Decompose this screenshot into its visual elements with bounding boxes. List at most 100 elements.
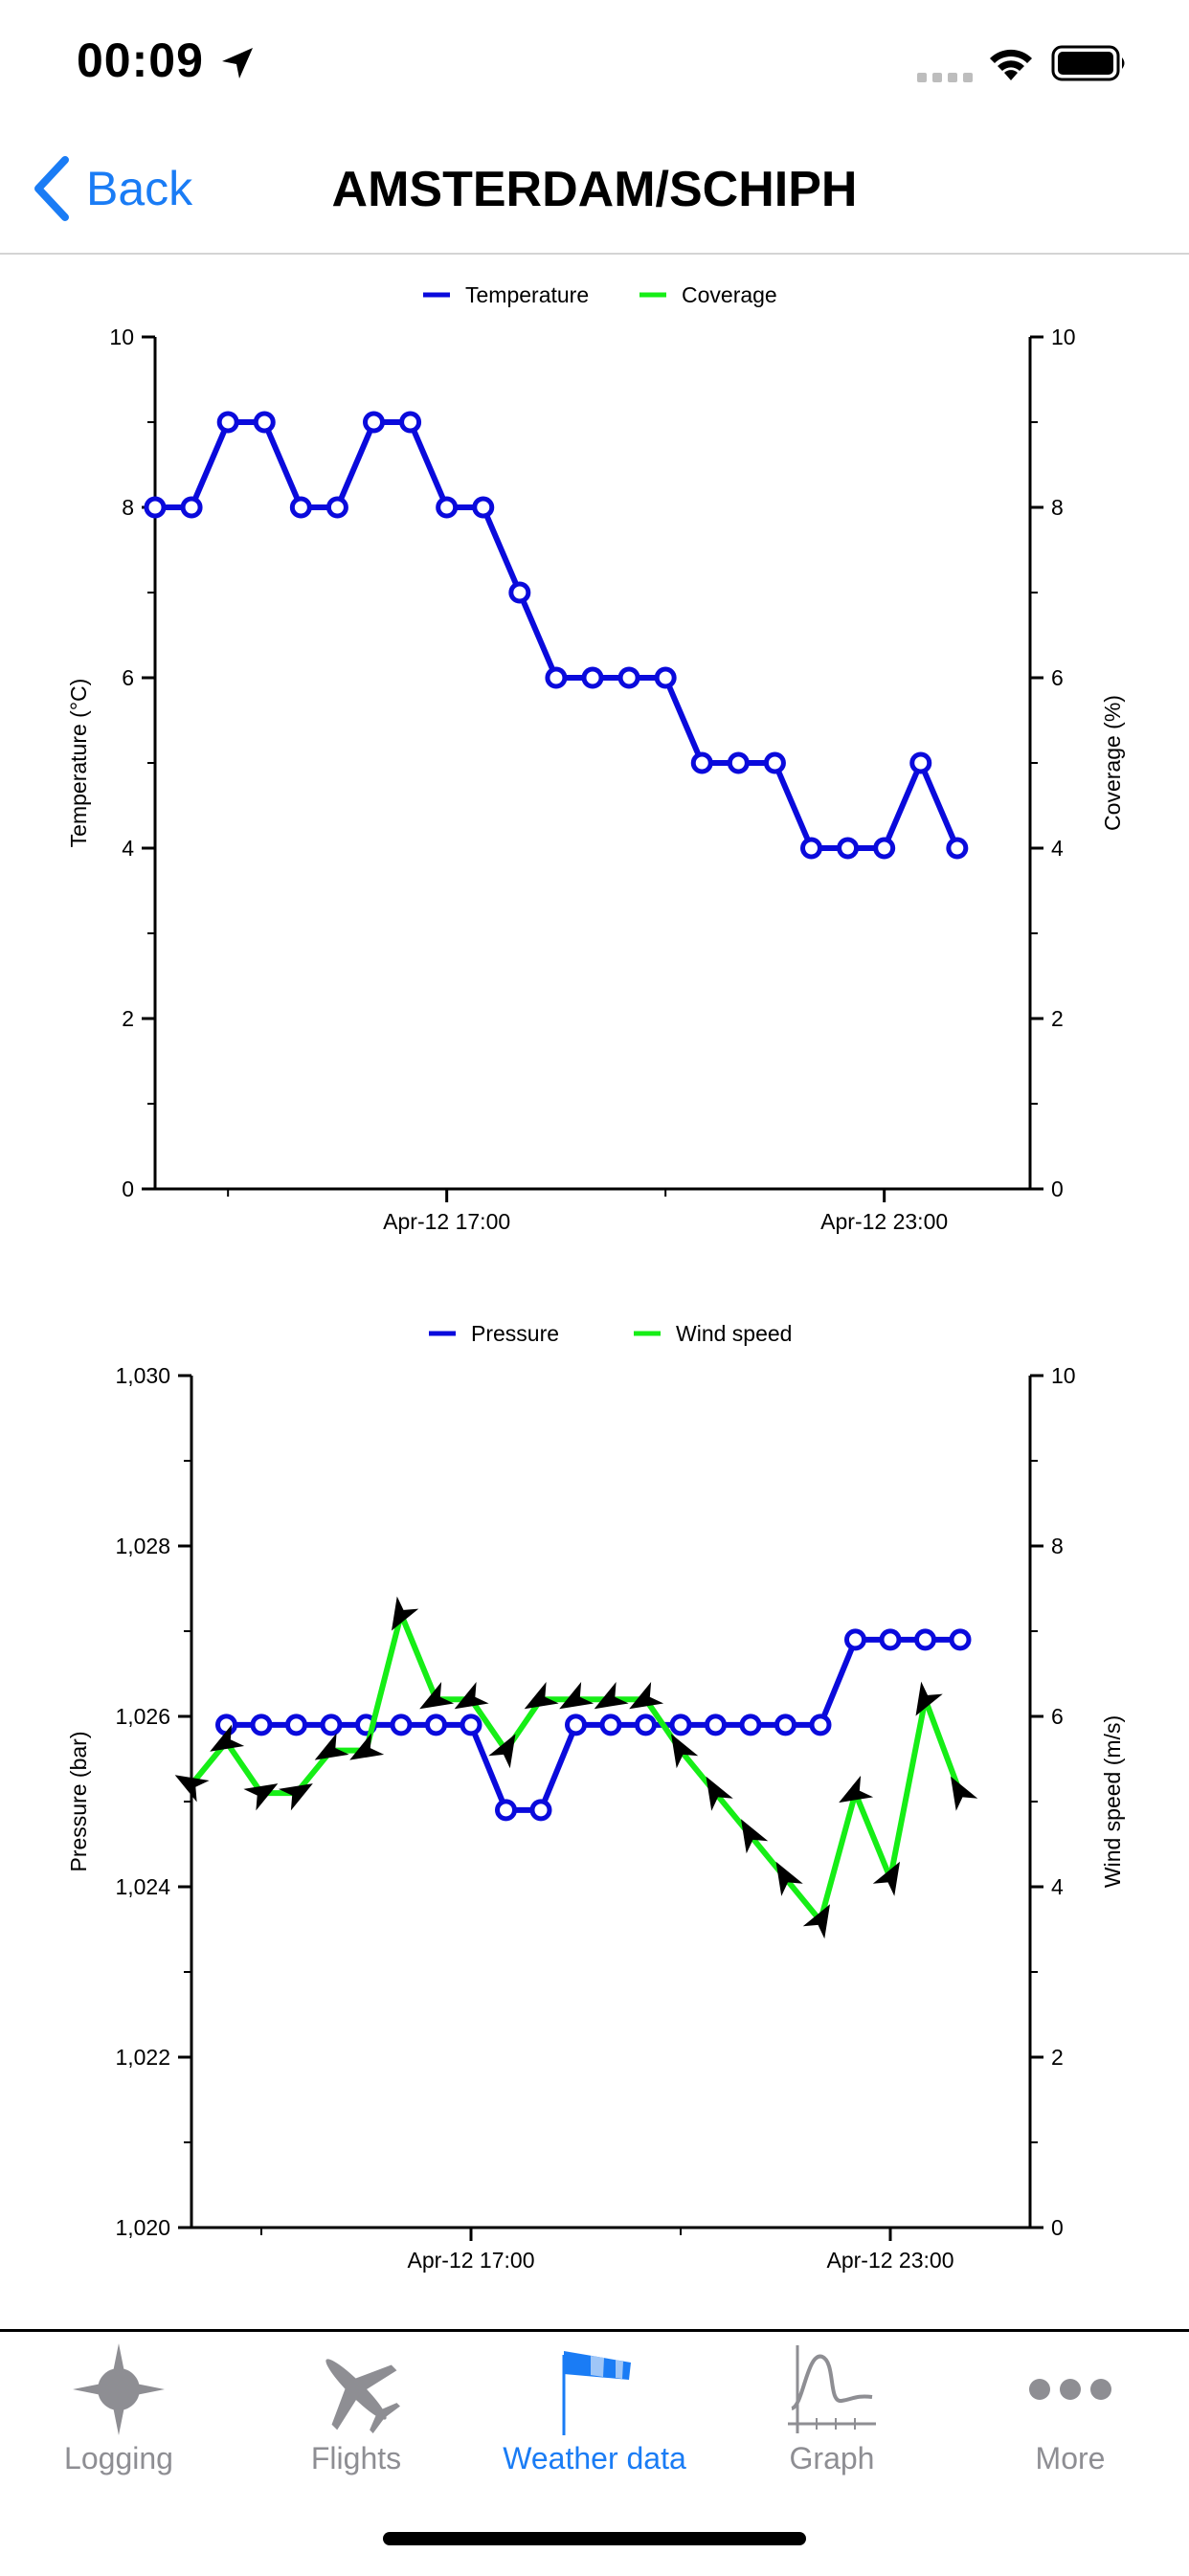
y-tick-label-left: 1,030 [115, 1363, 170, 1388]
y-tick-label-right: 4 [1051, 836, 1064, 861]
y-tick-label-right: 10 [1051, 1363, 1076, 1388]
legend-label: Pressure [471, 1321, 559, 1346]
y-tick-label-left: 2 [122, 1006, 134, 1031]
wind-speed-arrow [349, 1733, 385, 1760]
temperature-point [508, 581, 531, 604]
y-tick-label-right: 0 [1051, 1176, 1064, 1201]
wind-speed-arrow [559, 1681, 594, 1710]
y-tick-label-right: 0 [1051, 2215, 1064, 2240]
y-tick-label-left: 1,024 [115, 1874, 170, 1899]
chart-legend: Temperature Coverage [423, 282, 777, 307]
x-tick-label: Apr-12 17:00 [408, 2248, 535, 2273]
chevron-left-icon [34, 156, 69, 221]
pressure-point [529, 1799, 552, 1822]
wind-speed-arrow [314, 1733, 349, 1760]
temperature-point [690, 751, 713, 774]
tab-label: Graph [789, 2441, 875, 2475]
temperature-point [325, 496, 348, 519]
wind-speed-arrow [951, 1776, 978, 1811]
legend-label: Coverage [682, 282, 777, 307]
nav-bar: Back AMSTERDAM/SCHIPH [0, 126, 1189, 255]
tab-label: Weather data [503, 2441, 686, 2475]
back-button[interactable]: Back [33, 155, 192, 222]
back-label: Back [86, 162, 193, 215]
pressure-point [250, 1714, 273, 1736]
wind-speed-arrow [741, 1819, 769, 1854]
pressure-point [425, 1714, 447, 1736]
y-tick-label-left: 0 [122, 1176, 134, 1201]
pressure-point [669, 1714, 692, 1736]
y-tick-label-left: 1,020 [115, 2215, 170, 2240]
wind-speed-arrow [210, 1724, 245, 1752]
signal-icon [917, 73, 973, 82]
y-axis-title-left: Pressure (bar) [66, 1732, 91, 1872]
temperature-point [472, 496, 495, 519]
y-axis-title-right: Coverage (%) [1100, 695, 1125, 831]
chart-svg: Temperature Coverage 0 0 2 2 4 4 6 6 8 8 10 10 Tempera… [66, 282, 1125, 1234]
temperature-point [763, 751, 786, 774]
wind-speed-arrow [839, 1775, 874, 1803]
wifi-icon [990, 49, 1032, 80]
tab-flights[interactable]: Flights [237, 2341, 475, 2495]
tab-label: More [1035, 2441, 1106, 2475]
temperature-point [837, 837, 860, 860]
chart-legend: Pressure Wind speed [429, 1321, 792, 1346]
wind-speed-arrow [488, 1734, 516, 1769]
battery-icon [1051, 45, 1125, 81]
temperature-point [180, 496, 203, 519]
y-tick-label-right: 8 [1051, 1534, 1064, 1558]
temperature-point [581, 666, 604, 689]
wind-speed-arrow [174, 1775, 210, 1803]
tab-graph[interactable]: Graph [713, 2341, 951, 2495]
y-tick-label-left: 4 [122, 836, 134, 861]
wind-speed-arrow [454, 1681, 489, 1710]
temperature-point [617, 666, 640, 689]
y-axis-title-left: Temperature (°C) [66, 679, 91, 848]
compass-star-icon [73, 2343, 165, 2435]
status-bar: 00:09 [0, 0, 1189, 126]
temperature-point [545, 666, 568, 689]
pressure-line [226, 1636, 960, 1813]
y-tick-label-right: 6 [1051, 1704, 1064, 1729]
temperature-point [727, 751, 750, 774]
wind-speed-arrow [915, 1681, 943, 1716]
wind-speed-arrow [706, 1776, 733, 1811]
wind-speed-arrow [802, 1904, 830, 1939]
temperature-coverage-chart: Temperature Coverage 0 0 2 2 4 4 6 6 8 8 10 10 Tempera… [0, 268, 1189, 1273]
pressure-point [215, 1714, 237, 1736]
tab-label: Flights [310, 2441, 402, 2475]
temperature-point [436, 496, 459, 519]
legend-label: Wind speed [676, 1321, 792, 1346]
x-tick-label: Apr-12 17:00 [383, 1209, 510, 1234]
home-indicator [383, 2532, 806, 2545]
y-tick-label-left: 8 [122, 495, 134, 520]
temperature-point [873, 837, 896, 860]
temperature-point [289, 496, 312, 519]
legend-label: Temperature [465, 282, 589, 307]
pressure-point [879, 1628, 902, 1651]
tab-label: Logging [64, 2441, 173, 2475]
tab-weather-data[interactable]: Weather data [476, 2341, 713, 2495]
pressure-point [774, 1714, 796, 1736]
tab-logging[interactable]: Logging [0, 2341, 237, 2495]
pressure-point [495, 1799, 517, 1822]
y-tick-label-right: 10 [1051, 325, 1076, 349]
pressure-point [844, 1628, 866, 1651]
pressure-point [320, 1714, 343, 1736]
graph-icon [788, 2345, 876, 2433]
pressure-point [565, 1714, 587, 1736]
tab-more[interactable]: More [952, 2341, 1189, 2495]
wind-speed-arrow [419, 1681, 455, 1710]
pressure-point [949, 1628, 972, 1651]
pressure-wind-chart: Pressure Wind speed 1,020 0 1,022 2 1,024 4 1,02… [0, 1307, 1189, 2312]
temperature-point [800, 837, 822, 860]
pressure-point [809, 1714, 832, 1736]
y-tick-label-left: 1,026 [115, 1704, 170, 1729]
y-tick-label-left: 1,022 [115, 2045, 170, 2070]
location-arrow-icon [222, 48, 253, 78]
x-tick-label: Apr-12 23:00 [820, 1209, 948, 1234]
windsock-icon [562, 2351, 631, 2435]
y-axis-title-right: Wind speed (m/s) [1100, 1715, 1125, 1888]
wind-speed-arrow [278, 1783, 313, 1811]
temperature-point [909, 751, 932, 774]
